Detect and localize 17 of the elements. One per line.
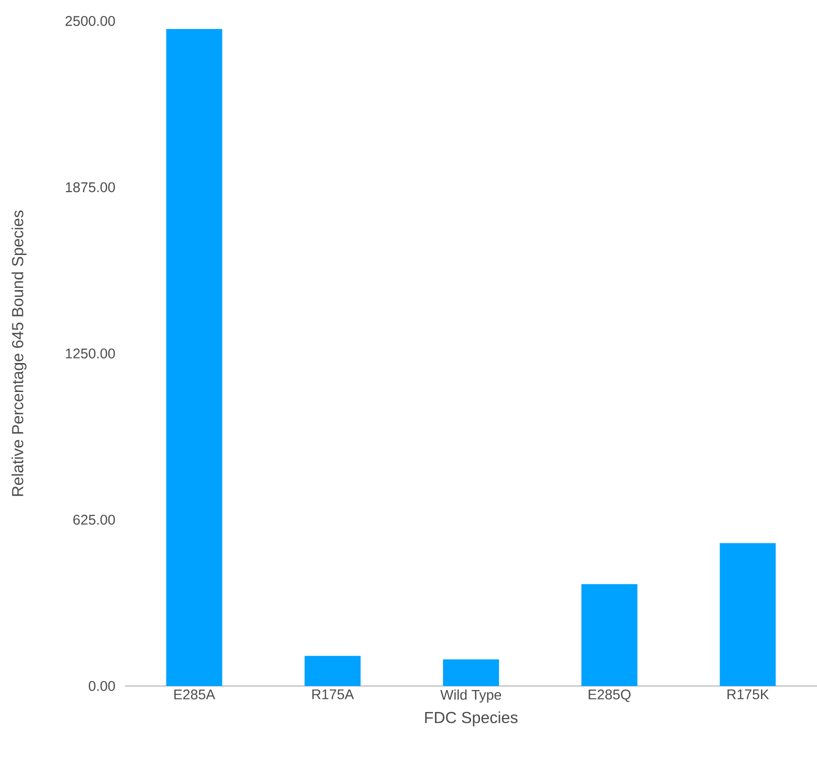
bar (720, 543, 776, 686)
y-tick-label: 625.00 (73, 514, 115, 525)
x-axis-title: FDC Species (425, 711, 518, 726)
y-tick-label: 1875.00 (66, 182, 115, 192)
bar (443, 659, 499, 686)
y-tick-label: 2500.00 (66, 16, 115, 26)
y-axis-title: Relative Percentage 645 Bound Species (12, 210, 26, 496)
x-tick-label: E285Q (588, 690, 631, 702)
bar (304, 656, 361, 686)
y-tick-label: 1250.00 (66, 348, 115, 358)
bar (166, 28, 222, 686)
x-tick-label: E285A (174, 690, 216, 700)
x-tick-label: R175K (728, 690, 770, 700)
bar (581, 584, 638, 686)
x-tick-label: R175A (312, 690, 354, 700)
y-tick-label: 0.00 (88, 681, 115, 691)
x-tick-label: Wild Type (440, 690, 502, 703)
